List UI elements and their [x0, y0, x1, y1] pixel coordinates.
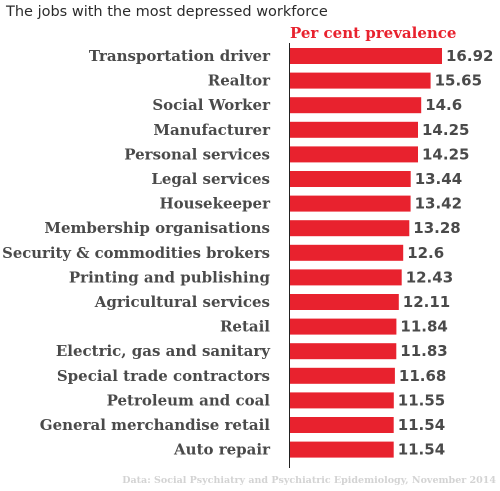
- bar: [290, 392, 394, 409]
- value-label: 11.68: [399, 367, 446, 385]
- bar: [290, 48, 442, 64]
- value-label: 16.92: [446, 47, 493, 65]
- bars-group: [290, 48, 442, 458]
- category-label: Petroleum and coal: [107, 391, 271, 409]
- value-label: 11.55: [398, 391, 445, 409]
- category-label: Manufacturer: [153, 121, 271, 139]
- category-label: Printing and publishing: [69, 268, 271, 286]
- value-label: 14.6: [425, 96, 462, 114]
- value-label: 14.25: [422, 145, 469, 163]
- category-label: Membership organisations: [44, 219, 270, 237]
- bar: [290, 146, 418, 163]
- value-label: 11.54: [398, 416, 445, 434]
- value-label: 11.54: [398, 441, 445, 459]
- value-label: 14.25: [422, 121, 469, 139]
- value-label: 11.84: [400, 318, 447, 336]
- category-label: Electric, gas and sanitary: [56, 342, 271, 360]
- category-label: Social Worker: [152, 96, 271, 114]
- bar: [290, 171, 411, 187]
- bar: [290, 343, 397, 360]
- category-label: Housekeeper: [160, 195, 272, 213]
- chart-title: The jobs with the most depressed workfor…: [6, 4, 328, 20]
- category-label: Security & commodities brokers: [2, 245, 270, 262]
- bar: [290, 220, 410, 237]
- value-label: 13.44: [415, 170, 462, 188]
- category-label: Legal services: [151, 170, 270, 188]
- value-label: 12.43: [406, 268, 453, 286]
- value-label: 15.65: [435, 72, 482, 90]
- bar: [290, 318, 397, 335]
- category-label: Agricultural services: [94, 293, 270, 311]
- bar: [290, 97, 422, 114]
- category-labels-group: Transportation driver Realtor Social Worke…: [2, 47, 271, 459]
- unit-label: Per cent prevalence: [290, 24, 456, 42]
- bar: [290, 244, 404, 261]
- category-label: Transportation driver: [89, 47, 271, 65]
- value-label: 12.11: [403, 293, 450, 311]
- bar: [290, 417, 394, 433]
- category-label: Retail: [220, 318, 270, 336]
- category-label: Realtor: [208, 72, 271, 90]
- category-label: Auto repair: [173, 441, 271, 459]
- value-label: 13.42: [415, 195, 462, 213]
- category-label: Special trade contractors: [57, 367, 270, 385]
- value-labels-group: 16.92 15.65 14.6 14.25 14.25 13.44 13.42 13.28 1…: [398, 47, 494, 459]
- value-label: 11.83: [400, 342, 447, 360]
- bar: [290, 195, 411, 212]
- category-label: Personal services: [124, 145, 270, 163]
- source-note: Data: Social Psychiatry and Psychiatric …: [122, 475, 496, 486]
- bar: [290, 367, 395, 384]
- bar: [290, 294, 399, 310]
- bar: [290, 441, 394, 458]
- value-label: 12.6: [407, 244, 444, 262]
- bar: [290, 269, 402, 286]
- value-label: 13.28: [413, 219, 460, 237]
- bar: [290, 121, 418, 138]
- bar: [290, 72, 431, 89]
- category-label: General merchandise retail: [40, 416, 271, 434]
